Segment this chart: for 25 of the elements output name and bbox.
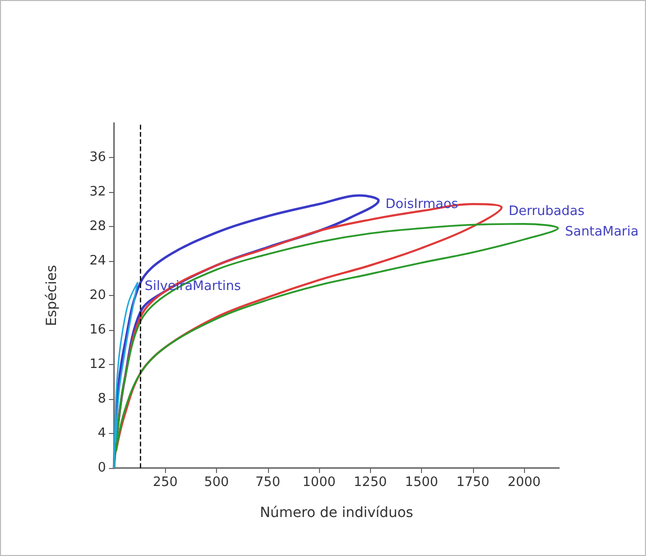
y-tick-label: 4 <box>98 426 106 441</box>
x-tick-label: 1500 <box>405 475 438 490</box>
y-tick-label: 28 <box>89 219 106 234</box>
line-series <box>112 194 380 470</box>
x-tick-label: 1750 <box>456 475 490 490</box>
x-tick-label: 500 <box>204 475 229 490</box>
y-tick-label: 32 <box>89 184 106 200</box>
x-tick-label: 1000 <box>302 475 336 490</box>
y-tick-label: 0 <box>98 460 106 476</box>
series-label: Derrubadas <box>508 204 585 220</box>
y-tick-label: 24 <box>89 254 106 268</box>
y-tick-label: 8 <box>98 392 106 406</box>
y-tick-label: 12 <box>89 357 106 372</box>
x-tick-label: 2000 <box>508 475 541 490</box>
x-axis-title: Número de indivíduos <box>260 505 414 521</box>
y-tick-label: 16 <box>89 322 106 338</box>
y-tick-label: 20 <box>89 288 106 303</box>
line-series <box>113 282 138 469</box>
x-tick-label: 250 <box>152 475 178 490</box>
y-tick-label: 36 <box>89 150 106 165</box>
series-label: DoisIrmaos <box>386 197 458 212</box>
series-label: SantaMaria <box>564 224 639 240</box>
y-axis-title: Espécies <box>44 264 60 326</box>
x-tick-label: 750 <box>255 475 280 490</box>
x-tick-label: 1250 <box>354 475 387 490</box>
